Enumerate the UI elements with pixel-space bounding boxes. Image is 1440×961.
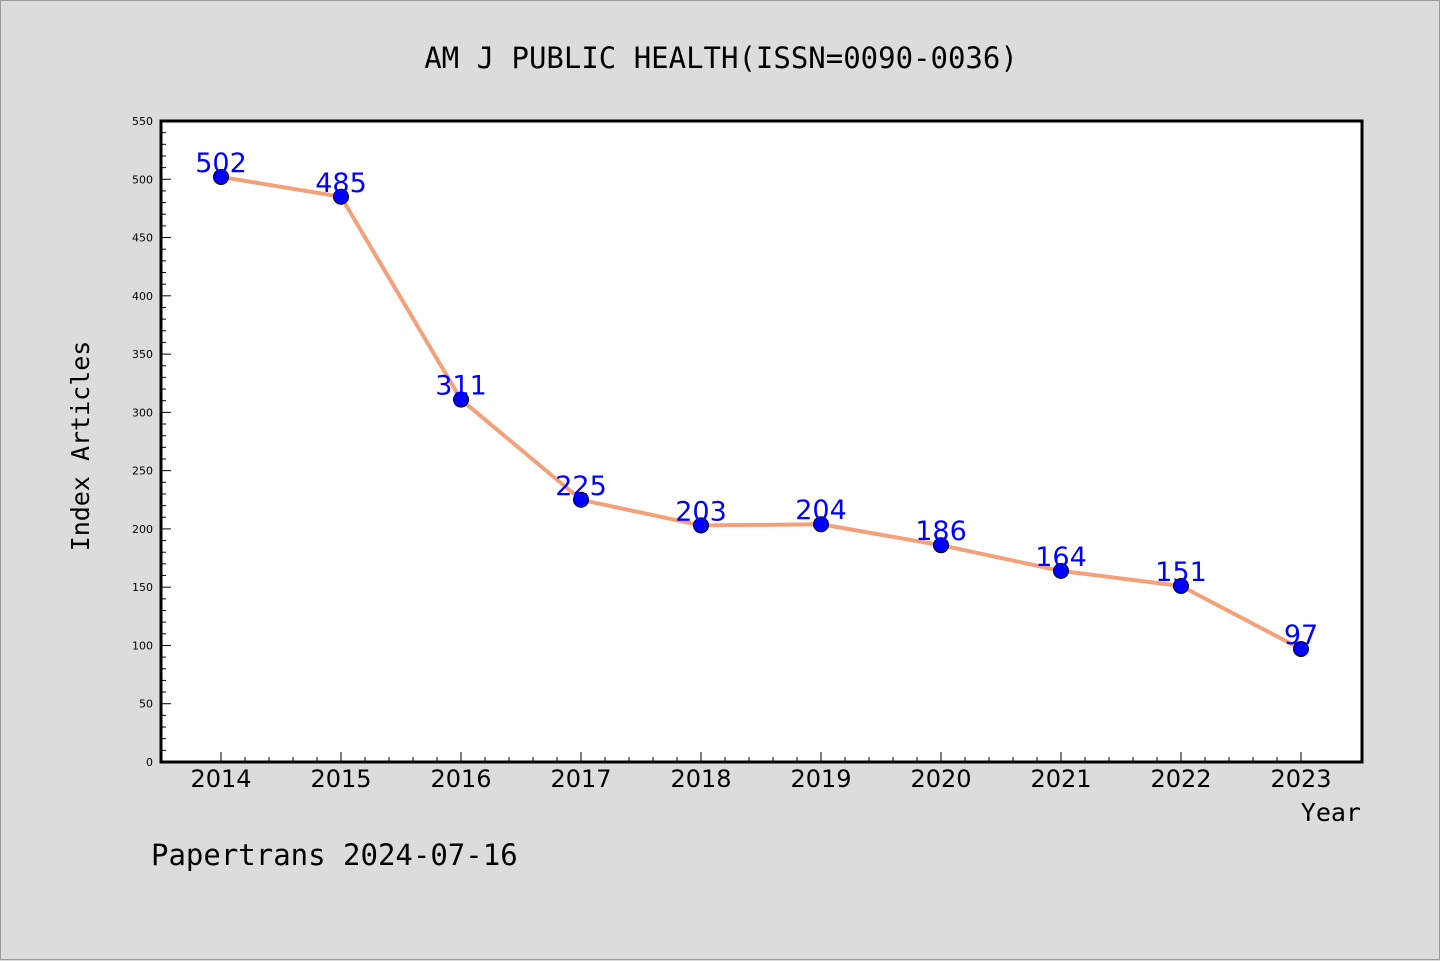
y-tick-label: 350 xyxy=(132,348,153,361)
data-label: 311 xyxy=(435,371,487,402)
chart-title: AM J PUBLIC HEALTH(ISSN=0090-0036) xyxy=(424,41,1018,75)
data-point xyxy=(1173,578,1189,595)
x-tick-label: 2015 xyxy=(310,765,371,793)
x-axis-label: Year xyxy=(1301,798,1361,827)
data-label: 225 xyxy=(555,471,607,502)
x-tick-label: 2023 xyxy=(1270,765,1331,793)
data-label: 186 xyxy=(915,516,967,547)
data-point xyxy=(693,517,709,534)
data-point xyxy=(333,188,349,205)
x-tick-label: 2014 xyxy=(190,765,251,793)
data-label: 485 xyxy=(315,168,367,199)
footer-credit: Papertrans 2024-07-16 xyxy=(151,838,518,872)
data-label: 97 xyxy=(1284,620,1318,651)
y-tick-label: 100 xyxy=(132,639,153,652)
data-point xyxy=(573,491,589,508)
x-axis: 2014 2015 2016 2017 2018 2019 2020 2021 2022 2023 xyxy=(190,752,1332,793)
series-line xyxy=(220,174,1302,651)
y-axis-label: Index Articles xyxy=(66,341,95,552)
y-tick-label: 250 xyxy=(132,465,153,478)
y-tick-label: 200 xyxy=(132,523,153,536)
data-label: 164 xyxy=(1035,542,1087,573)
data-label: 204 xyxy=(795,495,847,526)
plot-area xyxy=(159,119,1364,764)
x-tick-label: 2019 xyxy=(790,765,851,793)
x-tick-label: 2022 xyxy=(1150,765,1211,793)
data-point xyxy=(213,168,229,185)
y-tick-label: 550 xyxy=(132,115,153,128)
data-point xyxy=(1293,640,1309,657)
y-tick-label: 300 xyxy=(132,406,153,419)
y-axis: 0 50 100 150 200 250 300 350 400 450 500 550 xyxy=(132,115,171,769)
data-series: 502 485 311 225 203 204 186 164 151 97 xyxy=(195,148,1318,657)
x-tick-label: 2021 xyxy=(1030,765,1091,793)
y-tick-label: 0 xyxy=(146,756,153,769)
y-tick-label: 500 xyxy=(132,173,153,186)
y-tick-label: 400 xyxy=(132,290,153,303)
x-tick-label: 2020 xyxy=(910,765,971,793)
data-point xyxy=(813,516,829,533)
data-point xyxy=(1053,562,1069,579)
x-tick-label: 2017 xyxy=(550,765,611,793)
data-label: 203 xyxy=(675,496,727,527)
data-point xyxy=(453,391,469,408)
data-label: 502 xyxy=(195,148,247,179)
y-tick-label: 450 xyxy=(132,232,153,245)
y-tick-label: 50 xyxy=(139,698,153,711)
y-tick-label: 150 xyxy=(132,581,153,594)
data-label: 151 xyxy=(1155,557,1207,588)
x-tick-label: 2018 xyxy=(670,765,731,793)
x-tick-label: 2016 xyxy=(430,765,491,793)
data-point xyxy=(933,537,949,554)
